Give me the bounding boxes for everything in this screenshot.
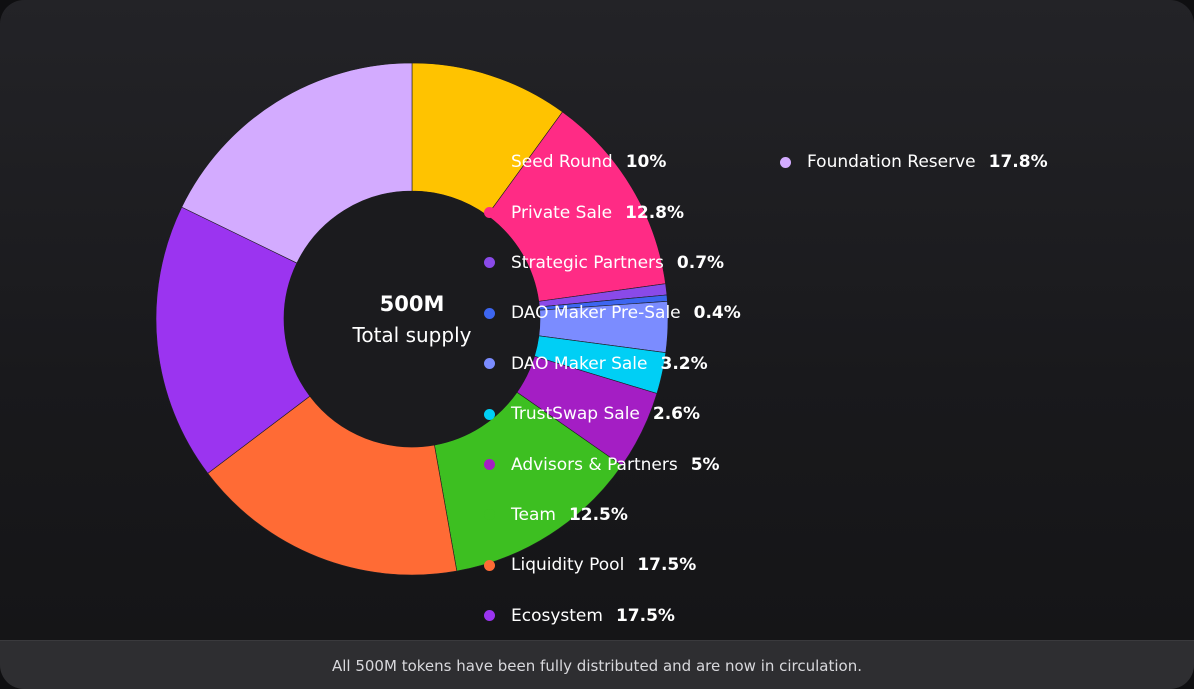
legend-value: 12.5% <box>568 504 628 525</box>
legend-value: 3.2% <box>660 353 708 374</box>
legend-dot-icon <box>484 509 495 521</box>
legend-item-advisors-partners: Advisors & Partners 5% <box>484 439 741 489</box>
legend-value: 12.8% <box>625 202 685 223</box>
legend-label: Strategic Partners <box>511 252 664 273</box>
legend-value: 17.5% <box>615 605 675 626</box>
distribution-footer: All 500M tokens have been fully distribu… <box>0 640 1194 689</box>
legend-label: Team <box>511 504 556 525</box>
legend-value: 2.6% <box>652 404 701 425</box>
legend-item-seed-round: Seed Round 10% <box>484 137 741 187</box>
legend-dot-icon <box>484 207 495 219</box>
legend-dot-icon <box>484 408 495 420</box>
legend-label: Liquidity Pool <box>511 555 625 576</box>
legend-dot-icon <box>484 610 495 622</box>
legend-column-1: Seed Round 10% Private Sale 12.8% Strategic … <box>484 137 741 641</box>
legend-value: 17.8% <box>988 152 1048 173</box>
legend-item-trustswap-sale: TrustSwap Sale 2.6% <box>484 389 741 439</box>
legend-dot-icon <box>484 307 495 319</box>
donut-hole <box>284 191 540 447</box>
legend-label: TrustSwap Sale <box>511 404 640 425</box>
legend-dot-icon <box>484 257 495 269</box>
legend-label: Seed Round <box>511 152 613 173</box>
legend-item-private-sale: Private Sale 12.8% <box>484 187 741 237</box>
legend-item-team: Team 12.5% <box>484 490 741 540</box>
legend-item-dao-maker-sale: DAO Maker Sale 3.2% <box>484 339 741 389</box>
legend-dot-icon <box>484 459 495 471</box>
legend-dot-icon <box>484 156 495 168</box>
legend-item-strategic-partners: Strategic Partners 0.7% <box>484 238 741 288</box>
legend-value: 0.7% <box>676 252 725 273</box>
legend-value: 10% <box>625 152 667 173</box>
legend-label: Advisors & Partners <box>511 454 678 475</box>
legend-item-dao-maker-pre-sale: DAO Maker Pre-Sale 0.4% <box>484 288 741 338</box>
legend-dot-icon <box>780 156 791 168</box>
legend-value: 5% <box>690 454 720 475</box>
center-title: 500M <box>380 292 445 316</box>
legend-item-liquidity-pool: Liquidity Pool 17.5% <box>484 540 741 590</box>
center-subtitle: Total supply <box>352 323 472 347</box>
legend-dot-icon <box>484 559 495 571</box>
donut-slices <box>155 62 669 576</box>
legend-column-2: Foundation Reserve 17.8% <box>780 137 1048 187</box>
legend-value: 0.4% <box>693 303 741 324</box>
legend-value: 17.5% <box>637 555 697 576</box>
legend-label: Ecosystem <box>511 605 603 626</box>
legend-label: Foundation Reserve <box>807 152 976 173</box>
legend-dot-icon <box>484 358 495 370</box>
legend-label: Private Sale <box>511 202 613 223</box>
legend-item-ecosystem: Ecosystem 17.5% <box>484 591 741 641</box>
donut-chart: 500M Total supply <box>155 62 669 576</box>
legend-item-foundation-reserve: Foundation Reserve 17.8% <box>780 137 1048 187</box>
legend-label: DAO Maker Sale <box>511 353 648 374</box>
legend-label: DAO Maker Pre-Sale <box>511 303 681 324</box>
footer-text: All 500M tokens have been fully distribu… <box>331 656 863 675</box>
